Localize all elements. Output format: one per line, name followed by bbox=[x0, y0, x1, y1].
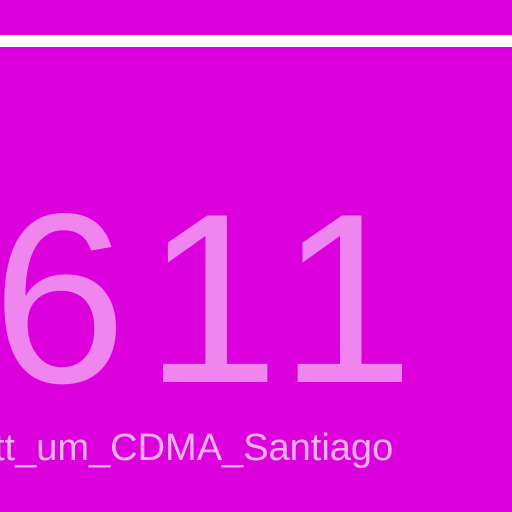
top-divider bbox=[0, 35, 512, 47]
project-number: 611 bbox=[0, 164, 432, 434]
project-name: tt_um_CDMA_Santiago bbox=[0, 427, 394, 469]
